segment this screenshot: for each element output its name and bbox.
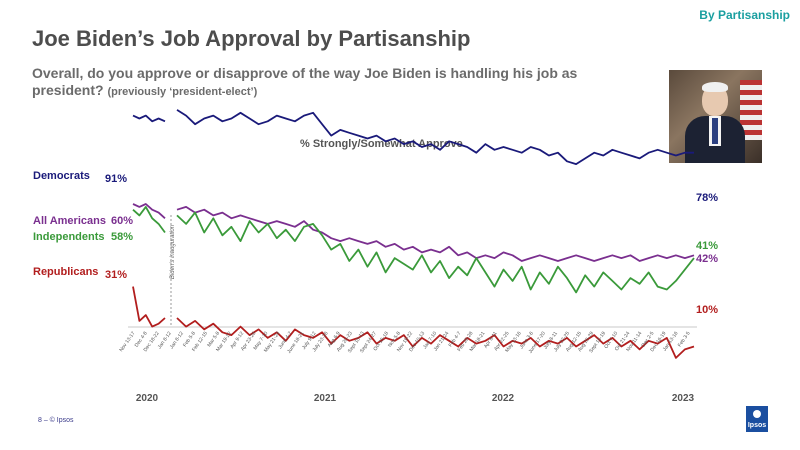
start-label-all-americans: 60% xyxy=(111,215,133,227)
hair-graphic xyxy=(702,82,728,92)
question-text: Overall, do you approve or disapprove of… xyxy=(32,65,578,98)
flag-graphic xyxy=(740,80,762,140)
series-line-all-americans xyxy=(176,206,695,262)
year-label: 2020 xyxy=(136,393,159,404)
biden-portrait-photo xyxy=(669,70,762,163)
logo-dot xyxy=(753,410,761,418)
series-line-republicans-pre xyxy=(132,286,166,328)
series-line-all-americans-pre xyxy=(132,203,166,219)
year-label: 2023 xyxy=(672,393,695,404)
start-label-democrats: 91% xyxy=(105,173,127,185)
series-name-democrats: Democrats xyxy=(33,170,90,182)
start-label-republicans: 31% xyxy=(105,269,127,281)
end-label-democrats: 78% xyxy=(696,192,718,204)
x-tick-label: Feb 3-5 xyxy=(677,331,692,349)
survey-question: Overall, do you approve or disapprove of… xyxy=(32,65,632,101)
inauguration-marker-label: Biden's inauguration xyxy=(170,224,176,279)
series-line-republicans xyxy=(176,317,695,359)
series-name-independents: Independents xyxy=(33,231,105,243)
section-tag: By Partisanship xyxy=(699,8,790,22)
series-line-democrats xyxy=(176,109,694,165)
year-label: 2021 xyxy=(314,393,337,404)
ipsos-logo: Ipsos xyxy=(746,406,768,432)
question-note: (previously ‘president-elect’) xyxy=(107,86,258,98)
series-name-republicans: Republicans xyxy=(33,266,98,278)
series-line-democrats-pre xyxy=(132,114,166,123)
logo-text: Ipsos xyxy=(747,422,767,429)
end-label-all-americans: 42% xyxy=(696,253,718,265)
tie-graphic xyxy=(712,118,718,144)
start-label-independents: 58% xyxy=(111,231,133,243)
page-title: Joe Biden’s Job Approval by Partisanship xyxy=(32,26,471,51)
end-label-independents: 41% xyxy=(696,240,718,252)
series-name-all-americans: All Americans xyxy=(33,215,106,227)
year-label: 2022 xyxy=(492,393,515,404)
end-label-republicans: 10% xyxy=(696,304,718,316)
series-line-independents-pre xyxy=(132,206,166,234)
footer-text: 8 – © Ipsos xyxy=(38,417,74,424)
x-tick-label: Nov 13-17 xyxy=(118,331,136,354)
series-line-independents xyxy=(176,211,695,294)
